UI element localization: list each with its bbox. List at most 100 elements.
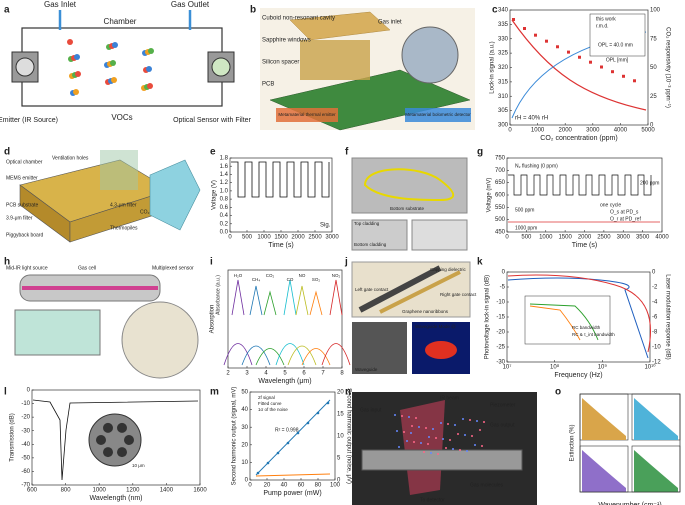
panel-label: m [210,387,219,398]
illustration [301,348,331,366]
illustration [351,261,471,318]
illustration [295,285,309,316]
y-tick-label: -30 [496,360,505,366]
panel-label: n [345,387,351,398]
y-axis-label: Absorption [210,305,216,334]
illustration [523,27,526,30]
annotation: Bottom substrate [390,206,425,211]
illustration [286,441,290,445]
illustration [276,451,280,455]
annotation: 500 ppm [515,207,534,213]
annotation: Thermopiles [110,225,138,231]
x-axis-label: CO₂ concentration (ppm) [540,135,617,142]
annotation: Metamaterial thermal emitter [278,112,336,117]
illustration [223,343,253,366]
y-tick-label: 0 [502,270,506,276]
y-tick-label: 315 [498,79,509,85]
annotation: O_r at PD_ref [610,216,641,222]
illustration [408,416,410,418]
annotation: CH₄ [252,277,260,282]
y-tick-label: 335 [498,22,509,28]
annotation: Capping dielectric [430,267,467,272]
y2-tick-label: -4 [652,300,658,306]
x-tick-label: 3500 [636,235,650,241]
illustration [405,108,471,122]
annotation: NO₂ [332,273,341,278]
y-tick-label: -30 [21,428,30,434]
y-tick-label: -10 [496,300,505,306]
annotation: Gas inlet [378,20,402,26]
x-tick-label: 100 [330,483,341,489]
illustration [428,436,430,438]
x-tick-label: 0 [248,483,252,489]
illustration [255,473,331,477]
x-tick-label: 500 [242,235,253,241]
annotation: Waveguide Mode @ [415,324,456,329]
illustration [403,431,405,433]
illustration [309,290,323,316]
panel-label: h [4,257,10,268]
annotation: Right gate contact [440,292,477,297]
illustration [437,453,439,455]
annotation: Multiplexed sensor [152,265,194,271]
x-tick-label: 0 [228,235,232,241]
annotation: this work [596,16,616,22]
annotation: Metamaterial bolometric detector [405,112,471,117]
illustration [442,438,444,440]
annotation: N₂ flushing (0 ppm) [515,163,558,169]
x-tick-label: 10¹⁰ [644,364,656,371]
illustration [149,159,201,231]
annotation: Gas output [490,422,515,428]
y-tick-label: 1.4 [220,172,229,178]
illustration [415,417,417,419]
panel-label: a [4,5,10,16]
annotation: 1σ of the noise [258,407,288,412]
illustration [255,348,285,366]
annotation: IR beam [440,395,459,401]
annotation: O_s at PD_s [610,209,639,215]
annotation: rH = 40% rH [515,116,548,122]
illustration [423,451,425,453]
x-tick-label: 2 [226,371,230,377]
illustration [449,439,451,441]
x-tick-label: 5000 [641,128,655,134]
illustration [466,450,468,452]
x-tick-label: 1200 [126,488,140,494]
illustration [321,343,351,366]
y-tick-label: -60 [21,469,30,475]
illustration [266,461,270,465]
y-axis-label: Photovoltage lock-in signal (dB) [485,275,491,359]
annotation: Gas molecules [470,482,504,488]
y-tick-label: -5 [500,285,506,291]
x-tick-label: 500 [521,235,532,241]
y-tick-label: 750 [495,156,506,162]
illustration [556,45,559,49]
y-tick-label: 320 [498,65,509,71]
x-tick-label: 6 [302,371,306,377]
illustration [146,66,152,72]
x-tick-label: 10⁹ [598,364,608,371]
illustration [464,434,466,436]
illustration [411,425,413,427]
y2-axis-label: Laser modulation response (dB) [664,274,670,359]
y-tick-label: -20 [21,415,30,421]
x-tick-label: 4000 [614,128,628,134]
plot-frame [579,393,681,493]
y2-axis-label: CO₂ responsivity (10⁻³ ppm⁻¹) [664,27,670,108]
y2-axis-label: Second harmonic output (noise, μV) [345,388,351,484]
illustration [452,448,454,450]
annotation: Chamber [104,17,137,26]
x-axis-label: Time (s) [572,242,597,249]
annotation: Optical Sensor with Filter [173,117,251,124]
x-tick-label: 1000 [539,235,553,241]
annotation: Emitter (IR Source) [0,117,58,124]
illustration [459,449,461,451]
illustration [420,442,422,444]
annotation: Sapphire windows [262,38,311,44]
x-tick-label: 3000 [325,235,339,241]
illustration [454,424,456,426]
panel-label: c [492,5,498,16]
annotation: 2f signal [258,395,275,400]
x-tick-label: 2500 [597,235,611,241]
y-tick-label: 550 [495,205,506,211]
